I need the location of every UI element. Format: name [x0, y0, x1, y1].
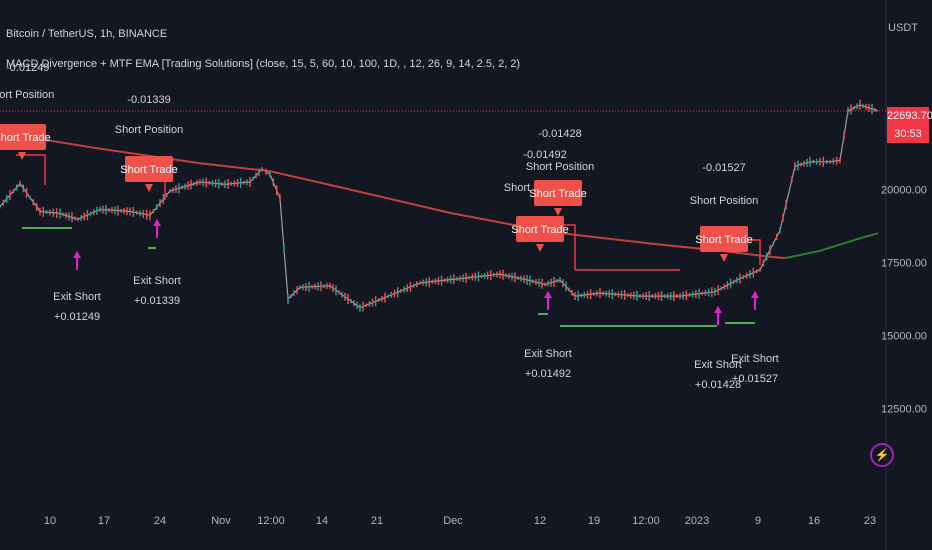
- short-trade-label: Short Trade: [511, 224, 568, 236]
- short-trade-box: [0, 124, 46, 150]
- symbol-title: Bitcoin / TetherUS, 1h, BINANCE: [6, 28, 168, 40]
- bar-countdown: 30:53: [894, 128, 922, 140]
- exit-short-label: Exit Short: [731, 353, 779, 365]
- short-trade-arrow: [536, 244, 544, 252]
- short-trade-label: Short Trade: [695, 234, 752, 246]
- indicator-title[interactable]: MACD Divergence + MTF EMA [Trading Solut…: [6, 58, 521, 70]
- short-trade-label: Short Trade: [529, 188, 586, 200]
- x-tick-label: 21: [371, 515, 383, 527]
- exit-short-value: +0.01527: [732, 373, 778, 385]
- x-tick-label: 12:00: [632, 515, 660, 527]
- current-price: 22693.70: [887, 110, 932, 122]
- exit-short-value: +0.01428: [695, 379, 741, 391]
- ema-bearish-line: [0, 131, 786, 260]
- x-tick-label: 10: [44, 515, 56, 527]
- x-tick-label: 16: [808, 515, 820, 527]
- exit-short-label: Exit Short: [133, 275, 181, 287]
- short-position-label: Short Position: [526, 161, 594, 173]
- short-trade-box: [125, 156, 173, 182]
- exit-arrow-icon: [751, 291, 759, 298]
- x-tick-label: 12:00: [257, 515, 285, 527]
- x-tick-label: 24: [154, 515, 166, 527]
- exit-short-value: +0.01339: [134, 295, 180, 307]
- short-trade-box: [534, 180, 582, 206]
- indicator-value: -0.01249: [6, 62, 50, 74]
- short-position-label: Short Position: [0, 89, 54, 101]
- exit-short-label: Exit Short: [694, 359, 742, 371]
- exit-arrow-icon: [153, 219, 161, 226]
- short-trade-arrow: [18, 152, 26, 160]
- current-price-badge: 22693.70 30:53: [887, 107, 932, 143]
- short-position-value: -0.01339: [127, 94, 170, 106]
- exit-arrow-icon: [544, 291, 552, 298]
- price-unit: USDT: [888, 22, 918, 34]
- short-position-value: -0.01428: [538, 128, 581, 140]
- short-trade-arrow: [145, 184, 153, 192]
- x-tick-label: 17: [98, 515, 110, 527]
- x-tick-label: 9: [755, 515, 761, 527]
- y-tick-label: 12500.00: [881, 403, 927, 415]
- x-tick-label: 12: [534, 515, 546, 527]
- exit-short-value: +0.01492: [525, 368, 571, 380]
- y-tick-label: 17500.00: [881, 258, 927, 270]
- x-tick-label: Dec: [443, 515, 463, 527]
- short-trade-arrow: [720, 254, 728, 262]
- short-position-value: -0.01492: [523, 149, 566, 161]
- y-tick-label: 20000.00: [881, 185, 927, 197]
- ema-bullish-line: [784, 232, 879, 260]
- x-tick-label: 23: [864, 515, 876, 527]
- x-tick-label: Nov: [211, 515, 231, 527]
- short-trade-label: Short Trade: [0, 132, 51, 144]
- exit-arrow-icon: [73, 251, 81, 258]
- x-tick-label: 19: [588, 515, 600, 527]
- exit-short-label: Exit Short: [524, 348, 572, 360]
- exit-short-value: +0.01249: [54, 311, 100, 323]
- x-tick-label: 14: [316, 515, 328, 527]
- short-position-value: -0.01527: [702, 162, 745, 174]
- short-position-label: Short Position: [690, 195, 758, 207]
- short-trade-label: Short Trade: [120, 164, 177, 176]
- stop-line: [16, 154, 46, 185]
- exit-short-label: Exit Short: [53, 291, 101, 303]
- x-tick-label: 2023: [685, 515, 709, 527]
- short-trade-box: [516, 216, 564, 242]
- short-trade-arrow: [554, 208, 562, 216]
- exit-arrow-icon: [714, 306, 722, 313]
- lightning-icon[interactable]: ⚡: [870, 443, 894, 467]
- short-trade-box: [700, 226, 748, 252]
- y-tick-label: 15000.00: [881, 330, 927, 342]
- short-position-label: Short Position: [115, 124, 183, 136]
